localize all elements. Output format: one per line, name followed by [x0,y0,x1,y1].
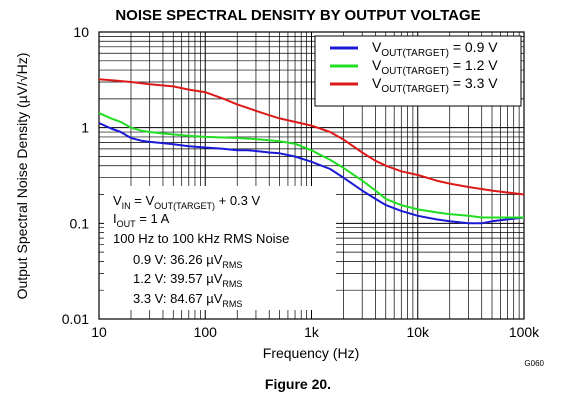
annotation-line: 0.9 V: 36.26 µVRMS [133,252,242,270]
x-tick-label: 10k [406,324,430,340]
y-tick-label: 0.01 [62,311,89,327]
tick-labels: 10 100 1k 10k 100k 10 1 0.1 0.01 [62,24,540,340]
y-tick-label: 0.1 [70,215,90,231]
y-axis-label: Output Spectral Noise Density (µV/√Hz) [14,53,30,300]
annotation-line: VIN = VOUT(TARGET) + 0.3 V [113,193,260,211]
x-tick-label: 10 [91,324,107,340]
figure-code: G060 [524,359,544,368]
chart-title: NOISE SPECTRAL DENSITY BY OUTPUT VOLTAGE [115,7,480,24]
x-tick-label: 100 [194,324,218,340]
legend-label: VOUT(TARGET) = 1.2 V [372,57,498,77]
plot-frame [98,31,525,320]
annotation-line: IOUT = 1 A [113,211,170,229]
x-axis-label: Frequency (Hz) [263,345,359,361]
series-layer [98,78,525,225]
legend-label: VOUT(TARGET) = 0.9 V [372,39,498,59]
annotation-line: 3.3 V: 84.67 µVRMS [133,291,242,309]
x-tick-label: 100k [509,324,540,340]
legend-label: VOUT(TARGET) = 3.3 V [372,75,498,95]
annotation-box [104,186,336,310]
annotation-line: 1.2 V: 39.57 µVRMS [133,271,242,289]
series-line-1 [98,122,525,225]
annotation-line: 100 Hz to 100 kHz RMS Noise [113,231,289,246]
figure-caption: Figure 20. [265,376,331,392]
x-tick-label: 1k [304,324,320,340]
y-tick-label: 10 [73,24,89,40]
series-line-2 [98,112,524,219]
series-line-3 [98,78,525,196]
y-tick-label: 1 [81,120,89,136]
